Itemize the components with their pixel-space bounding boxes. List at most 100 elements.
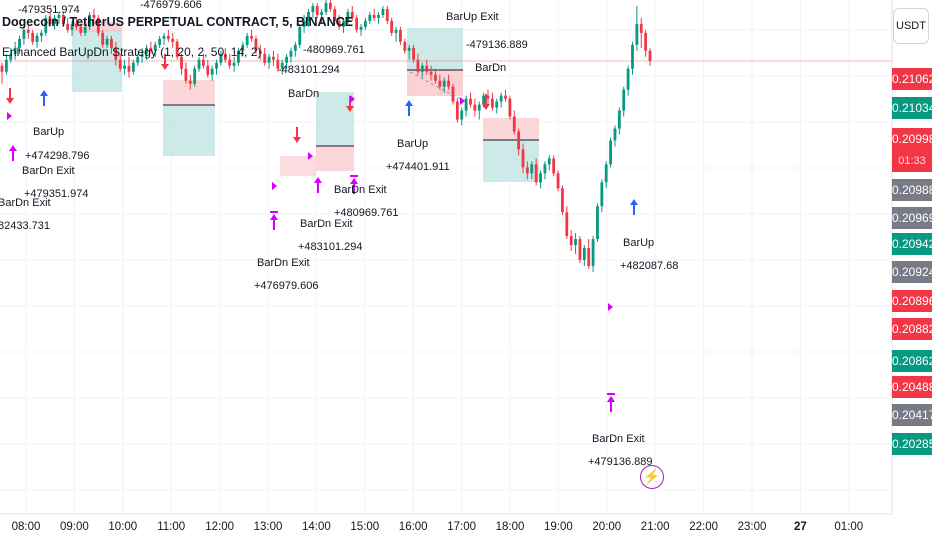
candle	[114, 41, 118, 66]
time-tick-label: 17:00	[447, 521, 476, 533]
candle	[420, 62, 424, 78]
loss-zone	[316, 146, 354, 171]
strategy-legend[interactable]: Enhanced BarUpDn Strategy (1, 20, 2, 50,…	[2, 45, 262, 59]
symbol-title[interactable]: Dogecoin / TetherUS PERPETUAL CONTRACT, …	[2, 15, 353, 29]
time-tick-label: 27	[794, 521, 807, 533]
profit-zone	[316, 92, 354, 146]
candle	[53, 14, 56, 30]
flag-marker-icon	[608, 303, 613, 311]
price-label: 0.21062	[892, 68, 932, 90]
flag-marker-icon	[308, 152, 313, 160]
trade-label: BarDn Exit	[22, 165, 75, 177]
trade-label: -479351.974	[18, 4, 80, 16]
flag-marker-icon	[350, 95, 355, 103]
arrow-up-icon	[40, 90, 48, 106]
time-tick-label: 09:00	[60, 521, 89, 533]
candle	[512, 110, 516, 135]
candle	[118, 53, 122, 72]
bar-countdown-label: 01:33	[892, 150, 932, 172]
candle	[180, 53, 183, 75]
candle	[302, 14, 306, 33]
candle	[4, 53, 8, 75]
candle	[359, 23, 363, 36]
candle	[66, 17, 70, 33]
candle	[263, 47, 267, 66]
currency-button[interactable]: USDT	[893, 8, 929, 44]
candle	[412, 44, 415, 63]
candle	[556, 170, 560, 192]
trade-label: +483101.294	[298, 241, 363, 253]
candle	[26, 23, 30, 39]
price-label: 0.20488	[892, 376, 932, 398]
candle	[394, 26, 398, 42]
candle	[267, 53, 271, 69]
time-tick-label: 16:00	[399, 521, 428, 533]
candle	[324, 0, 328, 15]
candle	[591, 236, 595, 272]
candle	[171, 32, 175, 48]
trade-label: BarDn Exit	[257, 257, 310, 269]
arrow-up-icon	[630, 199, 638, 215]
candle	[622, 86, 626, 117]
arrow-up-icon	[607, 393, 615, 412]
candle	[346, 8, 350, 24]
candle	[425, 59, 429, 75]
arrow-down-icon	[161, 54, 169, 70]
time-tick-label: 20:00	[592, 521, 621, 533]
candle	[61, 11, 65, 27]
arrow-up-icon	[405, 100, 413, 116]
candle	[149, 41, 153, 54]
candle	[70, 20, 74, 36]
price-label: 0.20988	[892, 179, 932, 201]
candle	[416, 53, 420, 75]
candle	[153, 41, 157, 57]
candle	[57, 11, 61, 24]
candle	[92, 8, 96, 24]
candle	[237, 47, 240, 66]
candle	[22, 26, 26, 45]
candle	[399, 26, 402, 45]
candle	[0, 62, 4, 84]
candle	[464, 95, 468, 117]
candle	[188, 74, 192, 90]
candle	[477, 101, 481, 120]
time-tick-label: 14:00	[302, 521, 331, 533]
trade-label: +474298.796	[25, 150, 90, 162]
trade-label: BarDn Exit	[300, 218, 353, 230]
trade-markers	[6, 54, 638, 412]
candle	[635, 5, 639, 51]
time-tick-label: 10:00	[108, 521, 137, 533]
flag-marker-icon	[272, 182, 277, 190]
time-tick-label: 23:00	[738, 521, 767, 533]
trade-label: +480969.761	[334, 207, 399, 219]
candle	[254, 35, 258, 54]
lightning-icon[interactable]: ⚡	[640, 465, 664, 489]
candle	[145, 44, 148, 60]
price-label: 0.20896	[892, 290, 932, 312]
trade-label: -476979.606	[140, 0, 202, 11]
candle	[75, 17, 78, 30]
candle	[547, 155, 551, 171]
candle	[307, 8, 310, 27]
candle	[298, 23, 302, 48]
trade-label: BarDn	[288, 88, 319, 100]
trade-label: BarUp	[623, 237, 654, 249]
candle	[31, 29, 35, 45]
trade-label: +474401.911	[386, 161, 450, 173]
candle	[9, 47, 13, 63]
time-axis: 08:00 09:00 10:00 11:00 12:00 13:00 14:00 15:00…	[0, 513, 892, 533]
candle	[320, 8, 324, 24]
candle	[596, 203, 599, 243]
candle	[105, 35, 109, 48]
time-tick-label: 01:00	[834, 521, 863, 533]
time-tick-label: 11:00	[157, 521, 185, 533]
candle	[18, 35, 21, 54]
candle	[381, 5, 385, 18]
candle	[337, 14, 341, 30]
profit-zone	[72, 30, 122, 92]
candle	[88, 11, 91, 30]
arrow-up-icon	[350, 175, 358, 194]
candle	[377, 11, 380, 24]
candle	[250, 29, 253, 42]
